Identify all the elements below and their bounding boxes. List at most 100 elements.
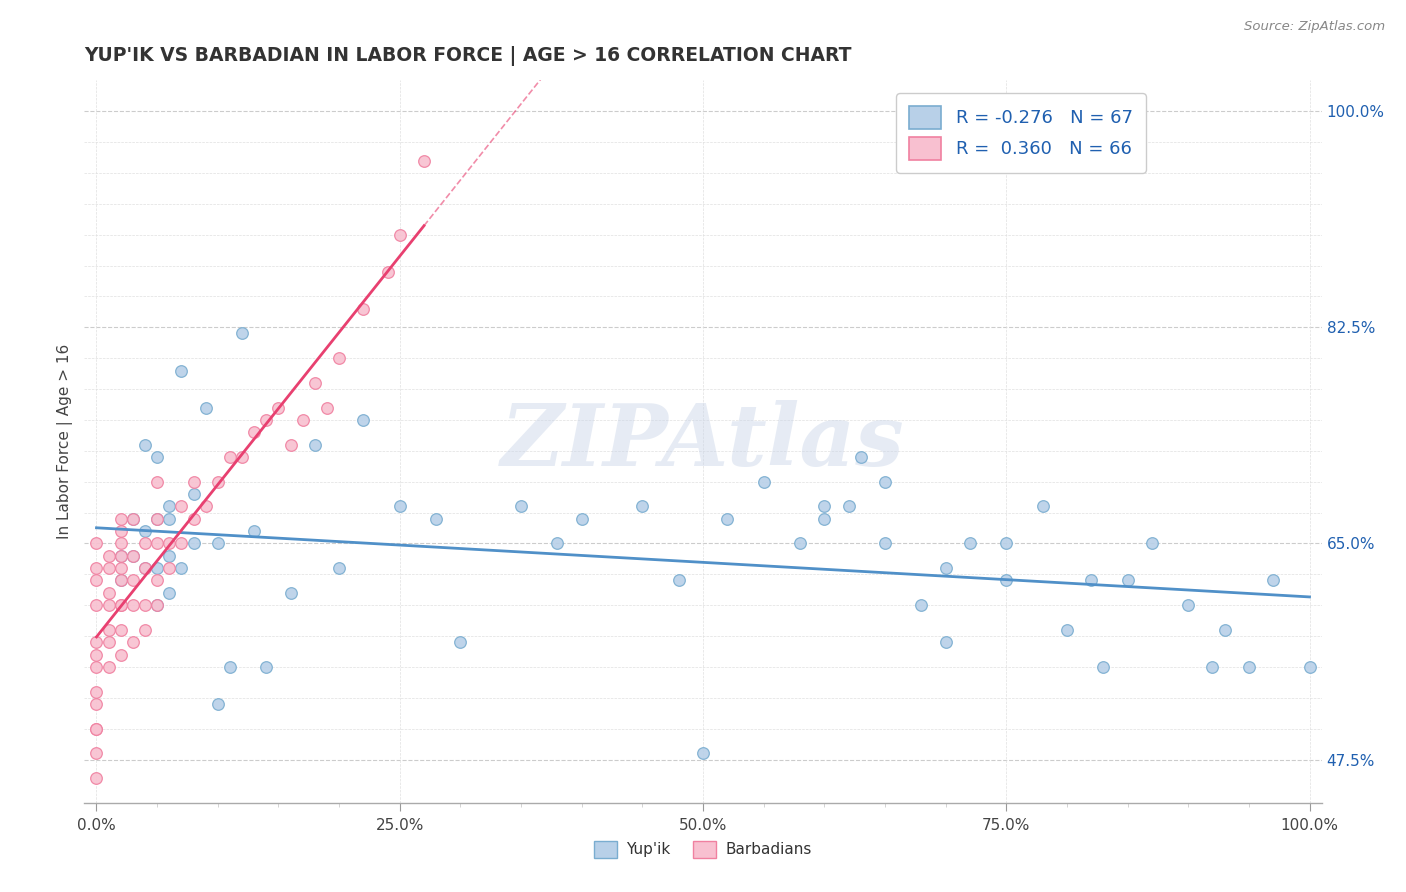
Point <box>122 549 145 563</box>
Point <box>97 660 120 674</box>
Point <box>97 598 120 612</box>
Point <box>254 660 277 674</box>
Point <box>935 561 957 575</box>
Point <box>510 500 533 514</box>
Point <box>146 512 169 526</box>
Point <box>328 561 350 575</box>
Point <box>86 684 108 698</box>
Y-axis label: In Labor Force | Age > 16: In Labor Force | Age > 16 <box>58 344 73 539</box>
Point <box>86 722 108 736</box>
Point <box>86 635 108 649</box>
Point <box>110 598 132 612</box>
Point <box>231 450 253 464</box>
Point <box>157 512 180 526</box>
Point <box>207 697 229 711</box>
Point <box>110 549 132 563</box>
Point <box>388 227 411 242</box>
Point <box>935 635 957 649</box>
Point <box>122 635 145 649</box>
Point <box>304 437 326 451</box>
Point <box>157 500 180 514</box>
Point <box>873 536 896 550</box>
Text: YUP'IK VS BARBADIAN IN LABOR FORCE | AGE > 16 CORRELATION CHART: YUP'IK VS BARBADIAN IN LABOR FORCE | AGE… <box>84 45 852 66</box>
Point <box>122 512 145 526</box>
Point <box>134 561 156 575</box>
Point <box>219 660 242 674</box>
Point <box>207 475 229 489</box>
Point <box>995 574 1018 588</box>
Point <box>716 512 738 526</box>
Point <box>631 500 654 514</box>
Point <box>170 536 193 550</box>
Point <box>170 363 193 377</box>
Point <box>813 512 835 526</box>
Point <box>328 808 350 822</box>
Point <box>110 561 132 575</box>
Point <box>1080 574 1102 588</box>
Point <box>110 524 132 538</box>
Point <box>873 475 896 489</box>
Point <box>134 561 156 575</box>
Point <box>1177 598 1199 612</box>
Point <box>194 500 217 514</box>
Point <box>86 697 108 711</box>
Point <box>425 512 447 526</box>
Point <box>86 536 108 550</box>
Point <box>146 561 169 575</box>
Point <box>110 623 132 637</box>
Point <box>838 500 860 514</box>
Point <box>1116 574 1139 588</box>
Point <box>97 586 120 600</box>
Point <box>1201 660 1223 674</box>
Point <box>1140 536 1163 550</box>
Point <box>377 265 399 279</box>
Point <box>959 536 981 550</box>
Point <box>219 450 242 464</box>
Point <box>110 648 132 662</box>
Point <box>207 536 229 550</box>
Point <box>267 401 290 415</box>
Point <box>86 648 108 662</box>
Point <box>122 598 145 612</box>
Point <box>122 549 145 563</box>
Point <box>110 598 132 612</box>
Point <box>146 598 169 612</box>
Point <box>280 586 302 600</box>
Point <box>146 475 169 489</box>
Point <box>291 413 314 427</box>
Point <box>86 747 108 761</box>
Point <box>789 536 811 550</box>
Point <box>352 413 374 427</box>
Point <box>304 376 326 390</box>
Point <box>86 561 108 575</box>
Point <box>183 487 205 501</box>
Point <box>97 635 120 649</box>
Point <box>110 574 132 588</box>
Point <box>280 437 302 451</box>
Point <box>813 500 835 514</box>
Point <box>86 771 108 785</box>
Point <box>254 413 277 427</box>
Point <box>243 425 266 440</box>
Point <box>752 475 775 489</box>
Point <box>122 512 145 526</box>
Point <box>86 722 108 736</box>
Point <box>183 475 205 489</box>
Point <box>1056 623 1078 637</box>
Point <box>134 437 156 451</box>
Point <box>194 401 217 415</box>
Point <box>1092 660 1115 674</box>
Point <box>352 301 374 316</box>
Point <box>146 512 169 526</box>
Point <box>157 561 180 575</box>
Point <box>571 512 593 526</box>
Point <box>110 536 132 550</box>
Point <box>183 536 205 550</box>
Point <box>134 536 156 550</box>
Point <box>388 500 411 514</box>
Point <box>849 450 872 464</box>
Point <box>1213 623 1236 637</box>
Point <box>134 623 156 637</box>
Point <box>1261 574 1284 588</box>
Point <box>97 561 120 575</box>
